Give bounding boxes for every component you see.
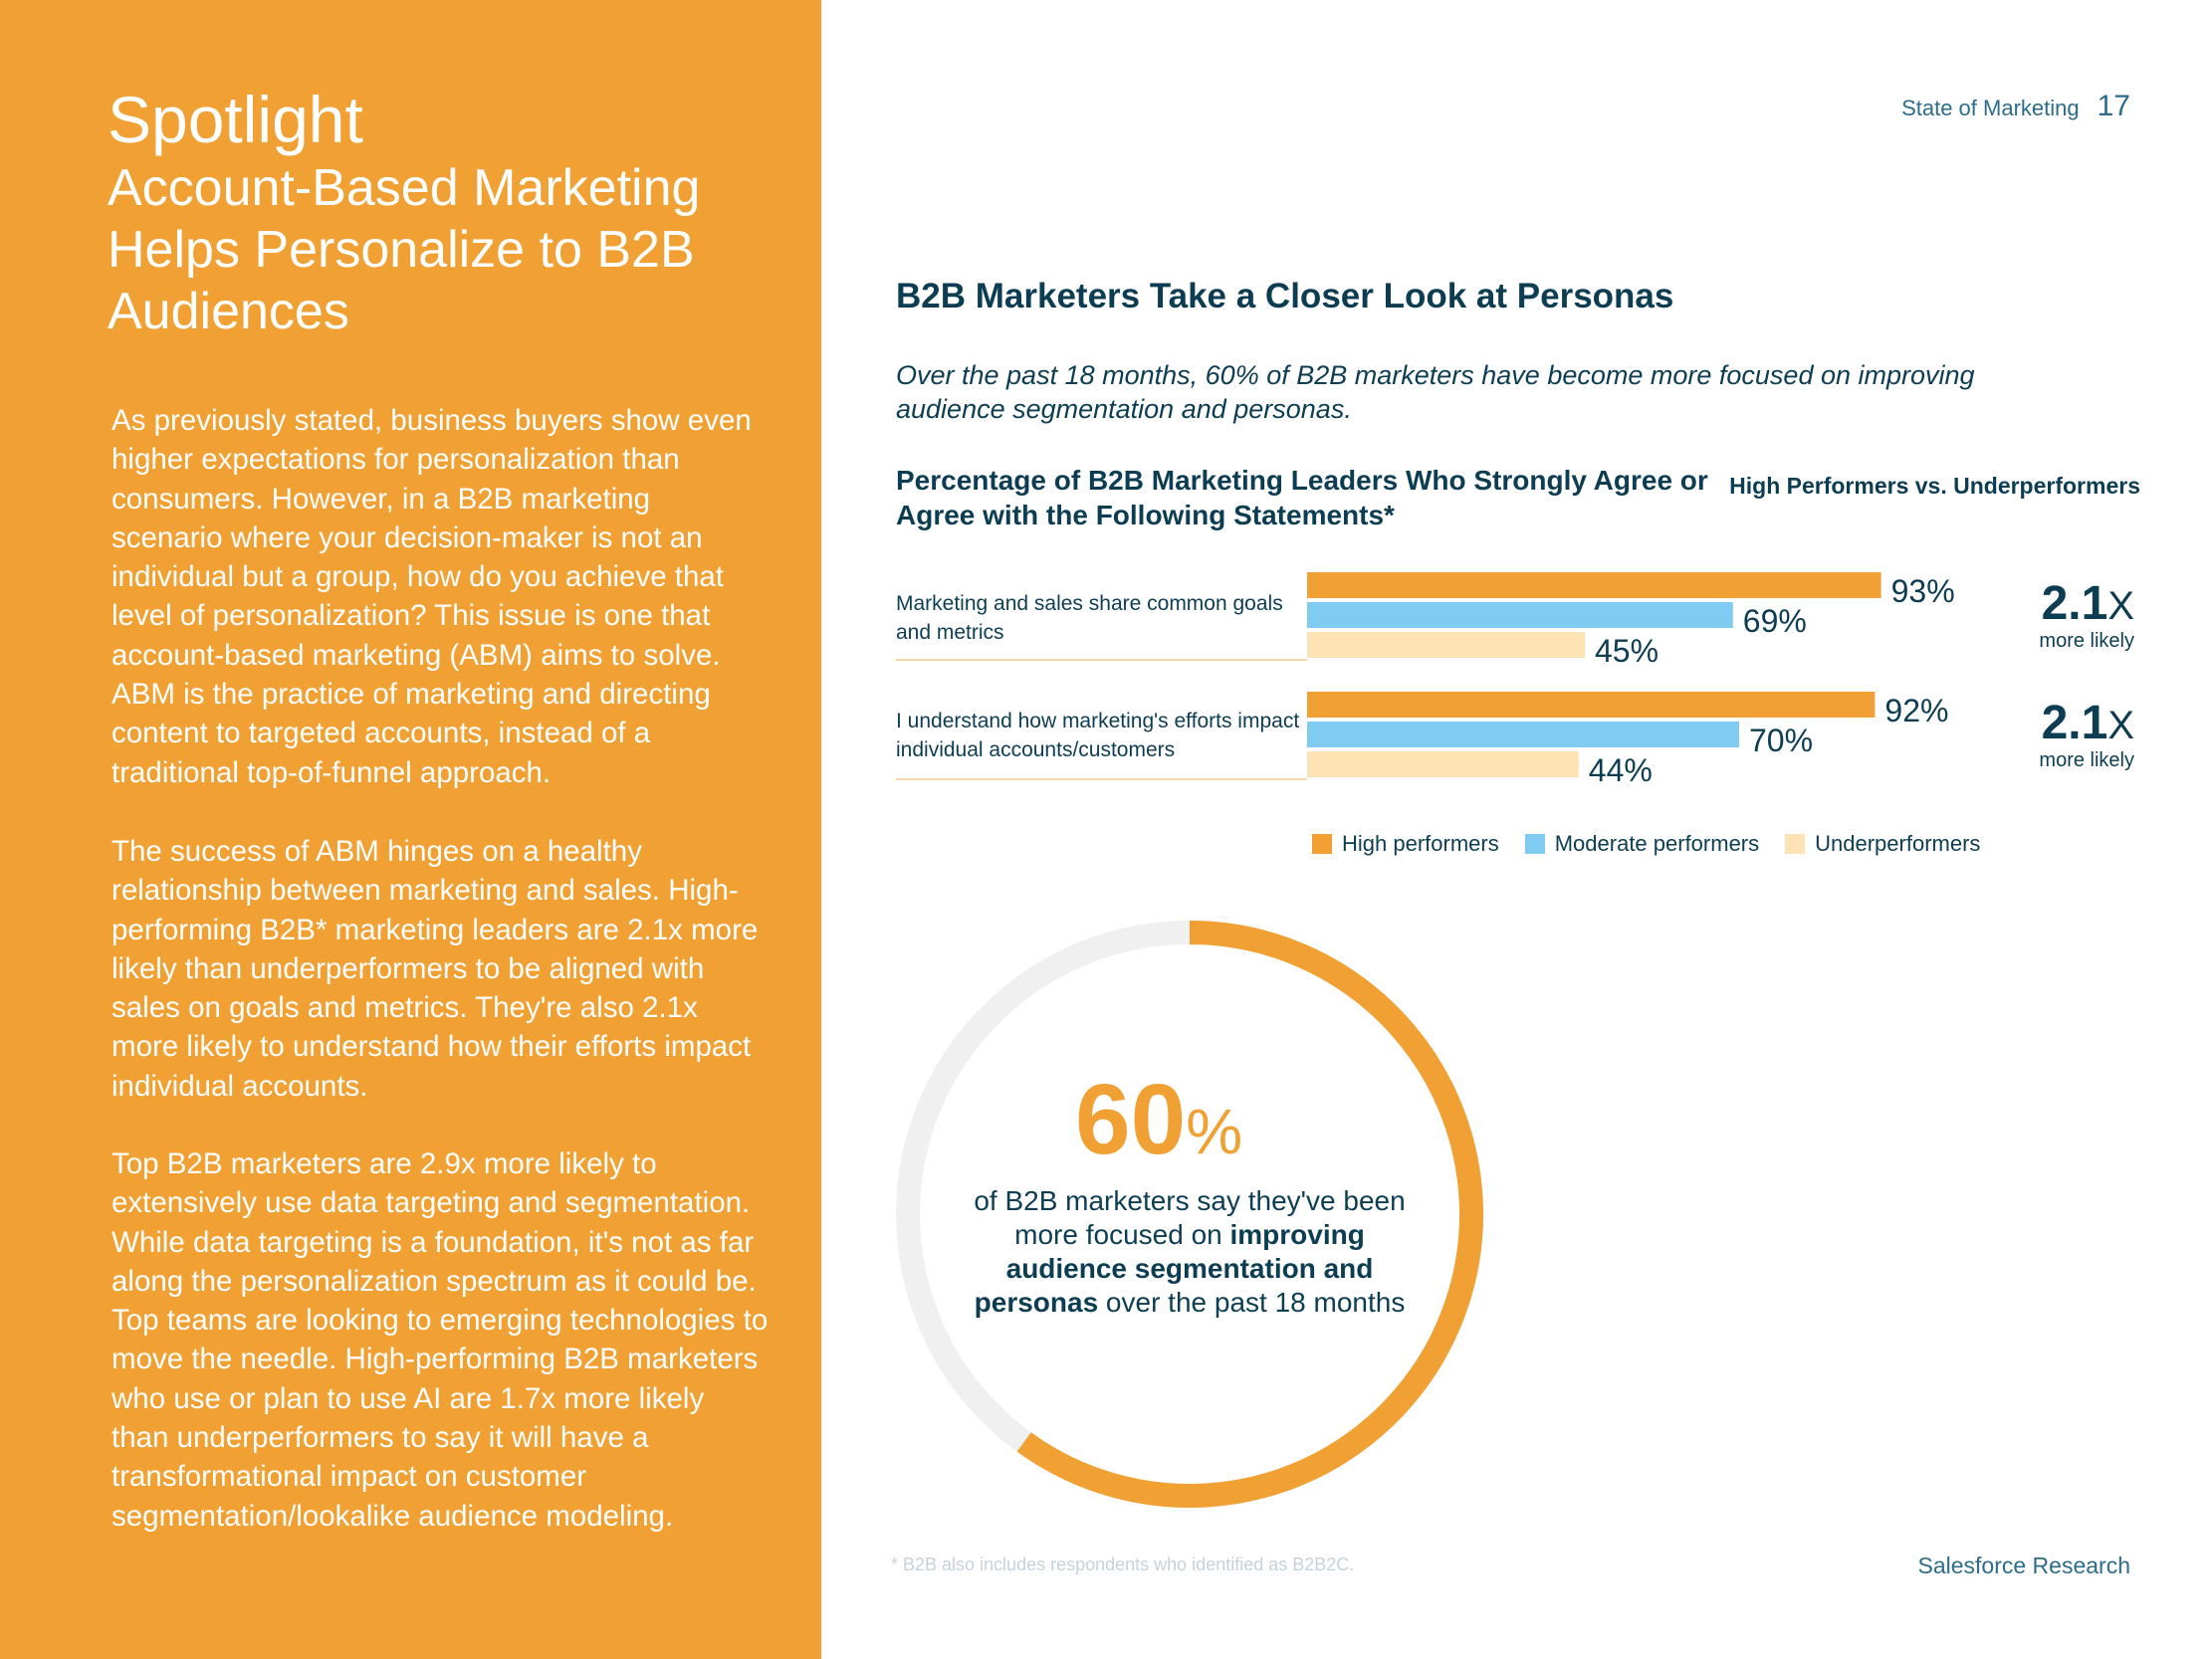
- donut-arc: [1016, 921, 1483, 1508]
- donut-percent-sign: %: [1186, 1096, 1243, 1167]
- chart-title: Percentage of B2B Marketing Leaders Who …: [896, 465, 1708, 530]
- body-paragraph: The success of ABM hinges on a healthy r…: [111, 835, 759, 1103]
- donut-number: 60: [1075, 1064, 1187, 1175]
- legend-item-high: High performers: [1312, 831, 1499, 857]
- bar-underperformers: [1307, 751, 1579, 777]
- spotlight-title: Spotlight: [108, 83, 363, 156]
- chart-legend: High performers Moderate performers Unde…: [1312, 831, 2006, 857]
- multiplier-stat: 2.1X more likely: [1995, 700, 2134, 772]
- multiplier-value: 2.1: [2041, 577, 2108, 630]
- legend-label: Moderate performers: [1554, 831, 1760, 856]
- bar-value-label: 70%: [1749, 723, 1813, 758]
- multiplier-caption: more likely: [2039, 630, 2134, 652]
- bar-value-label: 92%: [1884, 693, 1948, 728]
- legend-swatch: [1312, 834, 1332, 854]
- comparison-header: High Performers vs. Underperformers: [1729, 473, 2140, 499]
- legend-swatch: [1785, 834, 1806, 854]
- footer-brand: Salesforce Research: [1917, 1553, 2131, 1578]
- multiplier-suffix: X: [2107, 704, 2134, 747]
- legend-label: Underperformers: [1815, 831, 1981, 856]
- section-heading: B2B Marketers Take a Closer Look at Pers…: [896, 277, 1674, 315]
- donut-caption-bold: improving audience segmentation and pers…: [974, 1219, 1374, 1318]
- legend-label: High performers: [1342, 831, 1499, 856]
- category-label: Marketing and sales share common goals a…: [896, 592, 1283, 644]
- multiplier-caption: more likely: [2039, 749, 2134, 771]
- legend-item-moderate: Moderate performers: [1524, 831, 1760, 857]
- bar-underperformers: [1307, 632, 1585, 658]
- bar-moderate-performers: [1307, 722, 1739, 747]
- body-paragraph: As previously stated, business buyers sh…: [111, 404, 752, 789]
- multiplier-value-wrap: 2.1X: [1995, 580, 2134, 630]
- donut-caption-post: over the past 18 months: [1098, 1287, 1406, 1318]
- bar-value-label: 69%: [1743, 603, 1807, 639]
- legend-item-under: Underperformers: [1785, 831, 1980, 857]
- body-paragraph: Top B2B marketers are 2.9x more likely t…: [111, 1147, 769, 1533]
- multiplier-value: 2.1: [2041, 697, 2108, 749]
- multiplier-suffix: X: [2107, 584, 2134, 628]
- page-number: 17: [2097, 90, 2130, 122]
- page-header: State of Marketing 17: [1901, 90, 2130, 123]
- legend-swatch: [1524, 834, 1545, 854]
- bar-value-label: 93%: [1891, 573, 1955, 609]
- bar-high-performers: [1307, 572, 1881, 598]
- category-label: I understand how marketing's efforts imp…: [896, 710, 1300, 761]
- bar-value-label: 44%: [1589, 752, 1653, 788]
- multiplier-stat: 2.1X more likely: [1995, 580, 2134, 653]
- donut-caption-pre: of B2B marketers say they've been more f…: [974, 1185, 1406, 1250]
- donut-value: 60%: [1075, 1065, 1242, 1186]
- report-title: State of Marketing: [1901, 96, 2080, 120]
- spotlight-subtitle: Account-Based Marketing Helps Personaliz…: [108, 159, 701, 340]
- bar-moderate-performers: [1307, 602, 1733, 628]
- donut-chart: [896, 921, 1483, 1508]
- footnote: * B2B also includes respondents who iden…: [891, 1555, 1355, 1574]
- donut-caption: of B2B marketers say they've been more f…: [956, 1184, 1424, 1320]
- bar-value-label: 45%: [1595, 633, 1659, 669]
- section-intro: Over the past 18 months, 60% of B2B mark…: [896, 360, 1975, 424]
- spotlight-panel: Spotlight Account-Based Marketing Helps …: [0, 0, 821, 1659]
- multiplier-value-wrap: 2.1X: [1995, 700, 2134, 749]
- bar-high-performers: [1307, 692, 1876, 718]
